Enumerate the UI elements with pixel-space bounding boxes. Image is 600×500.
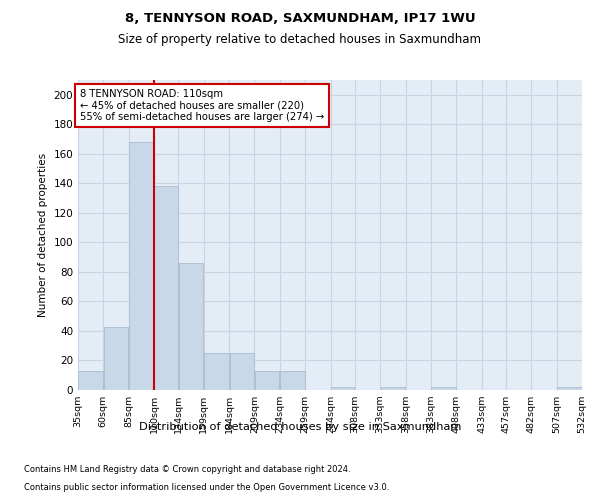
Bar (179, 263, 203, 390)
Bar (431, 387, 456, 390)
Bar (255, 371, 280, 390)
Text: Distribution of detached houses by size in Saxmundham: Distribution of detached houses by size … (139, 422, 461, 432)
Bar (331, 387, 355, 390)
Text: 8 TENNYSON ROAD: 110sqm
← 45% of detached houses are smaller (220)
55% of semi-d: 8 TENNYSON ROAD: 110sqm ← 45% of detache… (80, 89, 324, 122)
Text: Contains public sector information licensed under the Open Government Licence v3: Contains public sector information licen… (24, 482, 389, 492)
Bar (230, 353, 254, 390)
Bar (557, 387, 581, 390)
Y-axis label: Number of detached properties: Number of detached properties (38, 153, 48, 317)
Bar (129, 142, 154, 390)
Bar (204, 353, 229, 390)
Bar (280, 371, 305, 390)
Text: 8, TENNYSON ROAD, SAXMUNDHAM, IP17 1WU: 8, TENNYSON ROAD, SAXMUNDHAM, IP17 1WU (125, 12, 475, 26)
Bar (380, 387, 405, 390)
Bar (154, 186, 178, 390)
Bar (104, 326, 128, 390)
Text: Size of property relative to detached houses in Saxmundham: Size of property relative to detached ho… (119, 32, 482, 46)
Text: Contains HM Land Registry data © Crown copyright and database right 2024.: Contains HM Land Registry data © Crown c… (24, 465, 350, 474)
Bar (79, 371, 103, 390)
